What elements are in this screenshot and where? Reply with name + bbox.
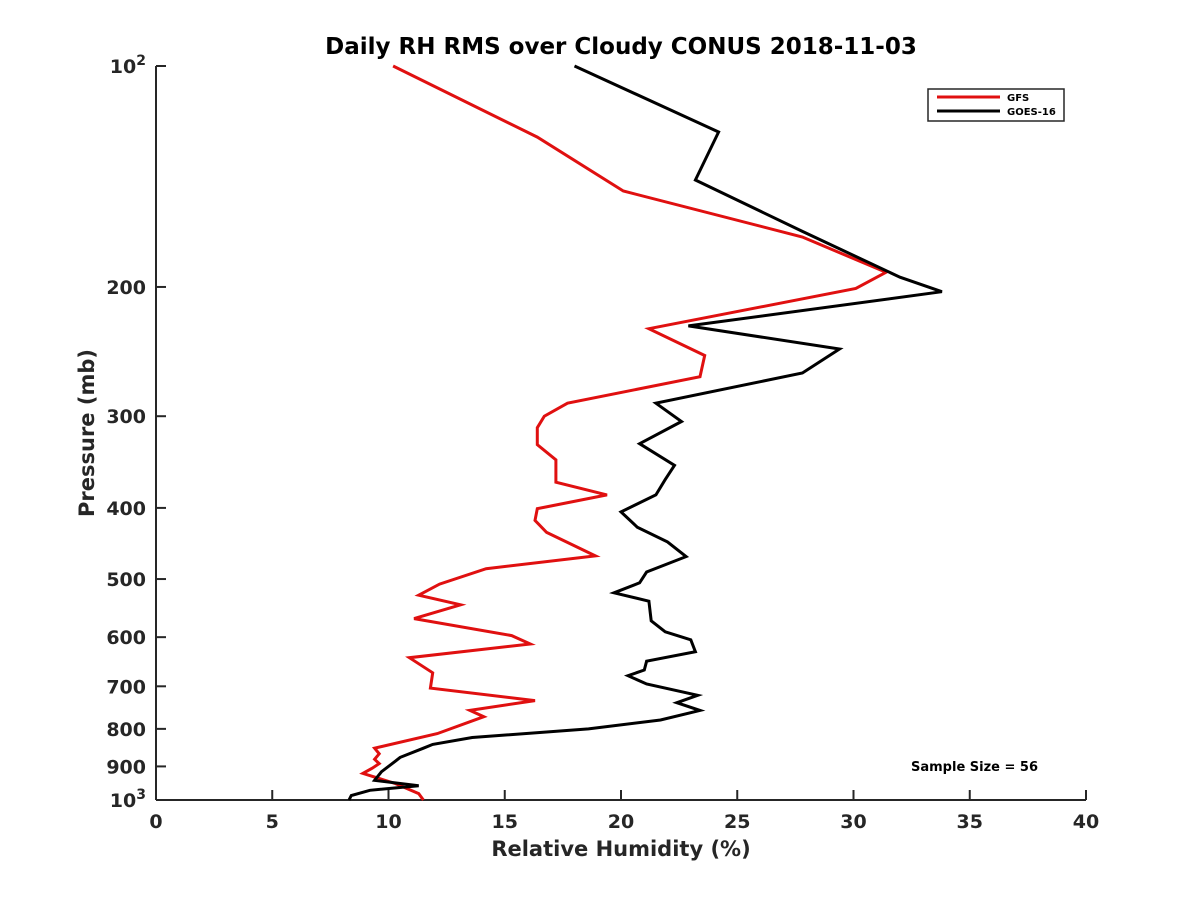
plot-area: 0 5 10 15 20 25 30 35 40 102 200 300 400 500 600 700 80… bbox=[106, 53, 1099, 833]
series-line-goes-16 bbox=[347, 64, 943, 801]
x-tick-label: 5 bbox=[266, 811, 279, 833]
legend: GFS GOES-16 bbox=[927, 88, 1065, 122]
legend-label-gfs: GFS bbox=[1007, 93, 1029, 104]
x-tick-label: 15 bbox=[492, 811, 518, 833]
y-tick-label: 900 bbox=[106, 756, 146, 778]
legend-label-goes: GOES-16 bbox=[1007, 107, 1056, 118]
y-tick-label: 103 bbox=[110, 787, 146, 812]
y-tick-label: 500 bbox=[106, 569, 146, 591]
x-tick-label: 20 bbox=[608, 811, 634, 833]
y-tick-label: 800 bbox=[106, 719, 146, 741]
sample-size-annotation: Sample Size = 56 bbox=[911, 760, 1038, 775]
y-tick-label: 200 bbox=[106, 277, 146, 299]
x-tick-label: 40 bbox=[1073, 811, 1099, 833]
series-line-gfs bbox=[359, 64, 890, 801]
x-axis-ticks: 0 5 10 15 20 25 30 35 40 bbox=[149, 790, 1099, 833]
y-axis-ticks: 102 200 300 400 500 600 700 800 900 103 bbox=[106, 53, 166, 812]
x-tick-label: 35 bbox=[957, 811, 983, 833]
y-axis-label: Pressure (mb) bbox=[75, 349, 99, 517]
y-tick-label: 102 bbox=[110, 53, 146, 78]
chart-title: Daily RH RMS over Cloudy CONUS 2018-11-0… bbox=[325, 34, 917, 60]
legend-box bbox=[927, 88, 1065, 122]
x-tick-label: 30 bbox=[840, 811, 866, 833]
series-lines bbox=[347, 64, 943, 801]
y-tick-label: 600 bbox=[106, 627, 146, 649]
x-axis-label: Relative Humidity (%) bbox=[491, 837, 750, 861]
y-tick-label: 700 bbox=[106, 676, 146, 698]
y-tick-label: 300 bbox=[106, 406, 146, 428]
x-tick-label: 10 bbox=[375, 811, 401, 833]
x-tick-label: 0 bbox=[149, 811, 162, 833]
x-tick-label: 25 bbox=[724, 811, 750, 833]
y-tick-label: 400 bbox=[106, 498, 146, 520]
